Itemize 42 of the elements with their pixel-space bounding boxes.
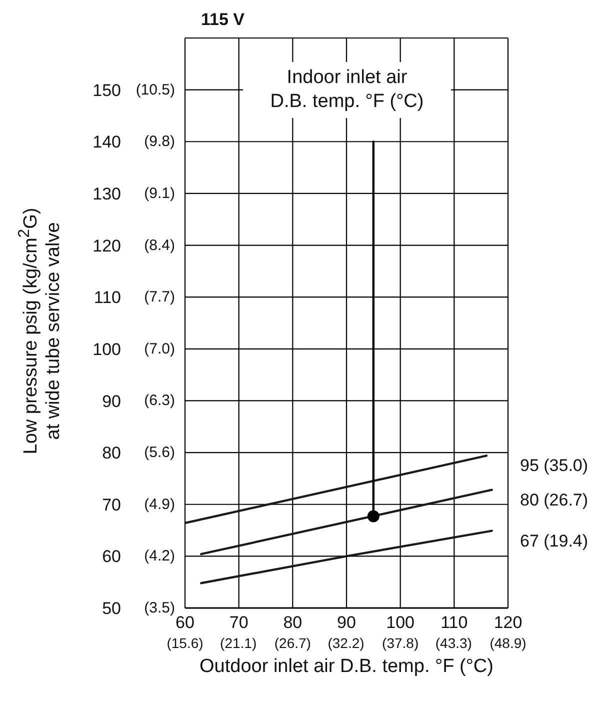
y2-tick-label: (4.9): [144, 496, 176, 513]
y-tick-label: 90: [102, 392, 121, 411]
y2-tick-label: (3.5): [144, 600, 176, 616]
chart-title: 115 V: [201, 10, 244, 30]
y2-tick-label: (7.7): [144, 288, 176, 306]
y2-tick-label: (10.5): [136, 81, 175, 98]
y-tick-label: 110: [94, 288, 121, 308]
x-tick-label: 120: [494, 613, 522, 632]
y2-tick-label: (5.6): [144, 444, 176, 462]
x2-tick-label: (48.9): [490, 635, 526, 651]
y-tick-label: 70: [102, 495, 121, 514]
y2-tick-label: (8.4): [144, 236, 176, 254]
y2-tick-label: (9.8): [144, 133, 176, 150]
x2-tick-label: (37.8): [382, 635, 419, 651]
series-label: 67 (19.4): [520, 531, 588, 550]
x-tick-label: 80: [283, 613, 302, 632]
series-label: 95 (35.0): [520, 456, 588, 476]
x-tick-label: 110: [440, 613, 468, 632]
x2-tick-label: (43.3): [435, 635, 472, 651]
x-tick-label: 100: [386, 613, 415, 632]
y-tick-label: 150: [92, 80, 121, 100]
y-tick-label: 140: [92, 132, 121, 152]
x2-tick-label: (15.6): [166, 635, 204, 651]
y-tick-label: 130: [92, 184, 121, 204]
y2-tick-label: (7.0): [144, 340, 176, 358]
y-tick-label: 100: [92, 340, 121, 359]
y-tick-label: 50: [102, 599, 121, 618]
y2-tick-label: (6.3): [144, 392, 176, 410]
series-label: 80 (26.7): [520, 490, 588, 510]
y2-tick-label: (9.1): [144, 184, 176, 202]
y-tick-label: 80: [102, 444, 121, 463]
y-tick-label: 120: [92, 236, 121, 256]
x2-tick-label: (32.2): [328, 635, 364, 651]
x-tick-label: 90: [337, 613, 356, 632]
annotation: Indoor inlet air D.B. temp. °F (°C): [269, 66, 425, 114]
x2-tick-label: (26.7): [274, 635, 311, 651]
y-tick-label: 60: [102, 547, 121, 566]
x2-tick-label: (21.1): [220, 635, 257, 651]
y2-tick-label: (4.2): [144, 548, 176, 565]
x-tick-label: 70: [229, 613, 248, 632]
x-tick-label: 60: [176, 613, 194, 632]
x-axis-title: Outdoor inlet air D.B. temp. °F (°C): [198, 656, 494, 678]
